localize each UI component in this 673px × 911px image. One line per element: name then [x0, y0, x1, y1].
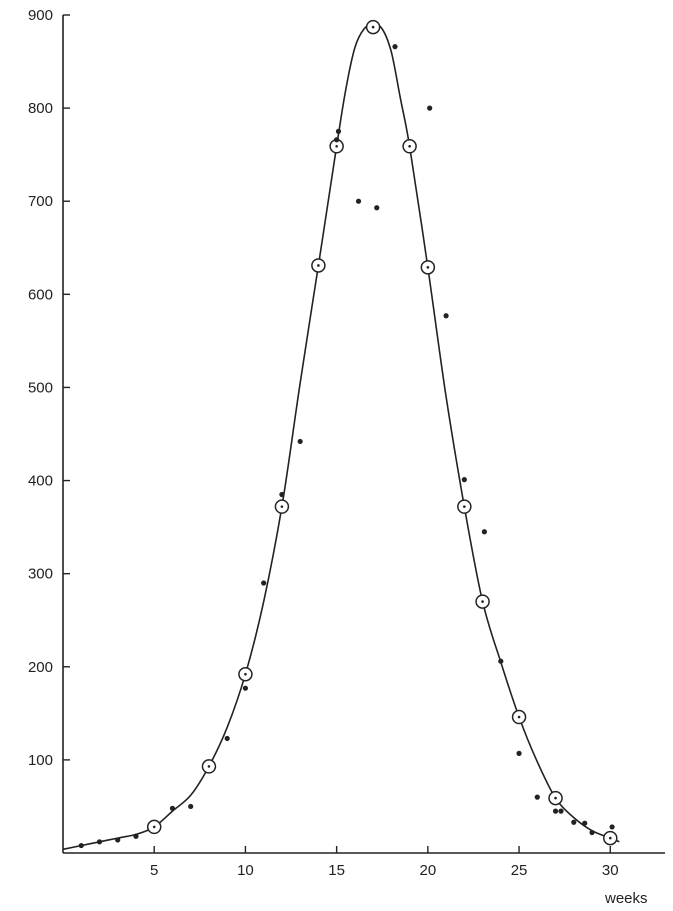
x-axis-label: weeks [604, 890, 648, 907]
y-tick-label: 300 [28, 566, 53, 583]
observed-point [355, 198, 362, 204]
labels-layer: weeks [604, 890, 648, 907]
observed-point [589, 829, 595, 836]
observed-point [279, 491, 285, 498]
observed-point [498, 658, 504, 664]
observed-point [392, 44, 398, 50]
observed-point [297, 438, 303, 445]
y-tick-label: 200 [28, 659, 53, 676]
fitted-point [402, 139, 417, 154]
observed-point [78, 842, 84, 849]
observed-point [552, 808, 559, 814]
observed-point [558, 808, 564, 814]
y-tick-label: 700 [28, 193, 53, 210]
fitted-curve-line [62, 23, 620, 851]
fitted-point [511, 709, 527, 725]
observed-point [516, 750, 522, 756]
y-tick-label: 900 [28, 7, 53, 24]
observed-point [582, 820, 588, 826]
fitted-point [365, 19, 381, 35]
fitted-point [146, 819, 162, 835]
x-tick-label: 30 [602, 862, 619, 879]
fitted-point [457, 499, 472, 514]
fitted-point [311, 258, 326, 273]
observed-point [115, 837, 121, 843]
observed-point [335, 128, 342, 134]
fitted-point [201, 759, 217, 774]
observed-point [261, 580, 267, 586]
observed-point [133, 833, 139, 839]
observed-point [534, 794, 540, 800]
fitted-point [548, 790, 563, 806]
observed-point [242, 685, 249, 691]
observed-point [224, 735, 230, 742]
y-tick-label: 100 [28, 752, 53, 769]
observed-point [374, 205, 380, 211]
fitted-point [475, 594, 490, 609]
observed-point [188, 803, 194, 810]
fitted-curve-layer [62, 23, 620, 851]
y-tick-label: 800 [28, 100, 53, 117]
x-tick-label: 15 [328, 862, 345, 879]
points-layer [78, 19, 618, 849]
observed-point [443, 313, 449, 319]
observed-point [571, 819, 577, 825]
y-tick-label: 600 [28, 286, 53, 303]
observed-point [481, 529, 487, 535]
fitted-point [238, 666, 253, 682]
observed-point [334, 137, 340, 143]
x-tick-label: 20 [420, 862, 437, 879]
x-tick-label: 25 [511, 862, 528, 879]
fitted-point [603, 830, 618, 846]
observed-point [461, 477, 467, 483]
observed-point [96, 839, 103, 845]
observed-point [609, 824, 615, 830]
axes: 5 10 15 20 25 30 100 200 300 400 500 600 700 800 900 [28, 7, 665, 879]
y-tick-label: 500 [28, 379, 53, 396]
fitted-point [420, 260, 436, 275]
x-tick-label: 5 [150, 862, 158, 879]
x-tick-label: 10 [237, 862, 254, 879]
fitted-point [274, 499, 290, 514]
observed-point [427, 105, 433, 111]
observed-point [169, 805, 176, 811]
y-tick-label: 400 [28, 473, 53, 490]
